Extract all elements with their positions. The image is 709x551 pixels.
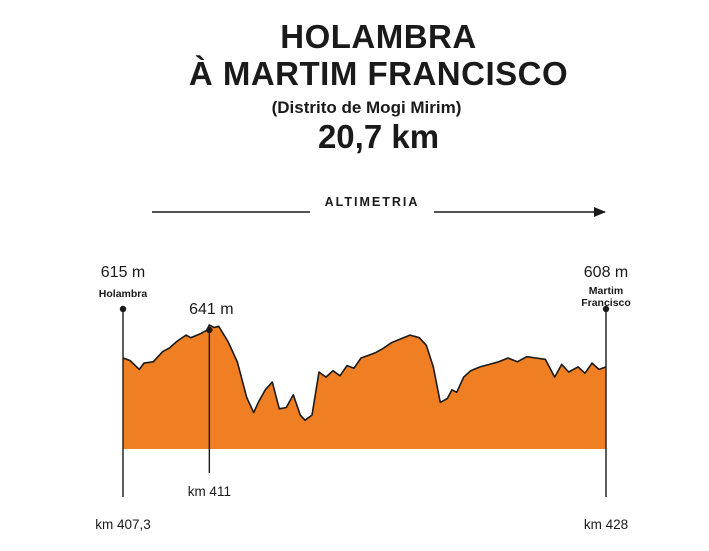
elevation-label-2: 608 m [584,264,628,281]
route-distance: 20,7 km [317,118,440,155]
km-label-1: km 411 [188,484,231,499]
altimetry-label: ALTIMETRIA [325,195,420,209]
route-title-end: À MARTIM FRANCISCO [188,55,569,92]
elevation-label-0: 615 m [101,264,145,281]
marker-dot-2 [602,305,610,313]
km-label-0: km 407,3 [95,517,151,532]
elevation-line [122,324,607,421]
altimetry-label-bg [310,193,434,215]
route-title-start: HOLAMBRA [280,18,477,55]
place-name-2-0: Martim [589,285,623,297]
elevation-label-1: 641 m [189,301,233,318]
district-subtitle: (Distrito de Mogi Mirim) [271,98,462,117]
km-label-2: km 428 [584,517,628,532]
elevation-area [123,325,606,449]
place-name-0-0: Holambra [99,288,148,300]
place-name-2-1: Francisco [581,297,631,309]
marker-dot-0 [119,305,127,313]
marker-dot-1 [206,326,213,334]
